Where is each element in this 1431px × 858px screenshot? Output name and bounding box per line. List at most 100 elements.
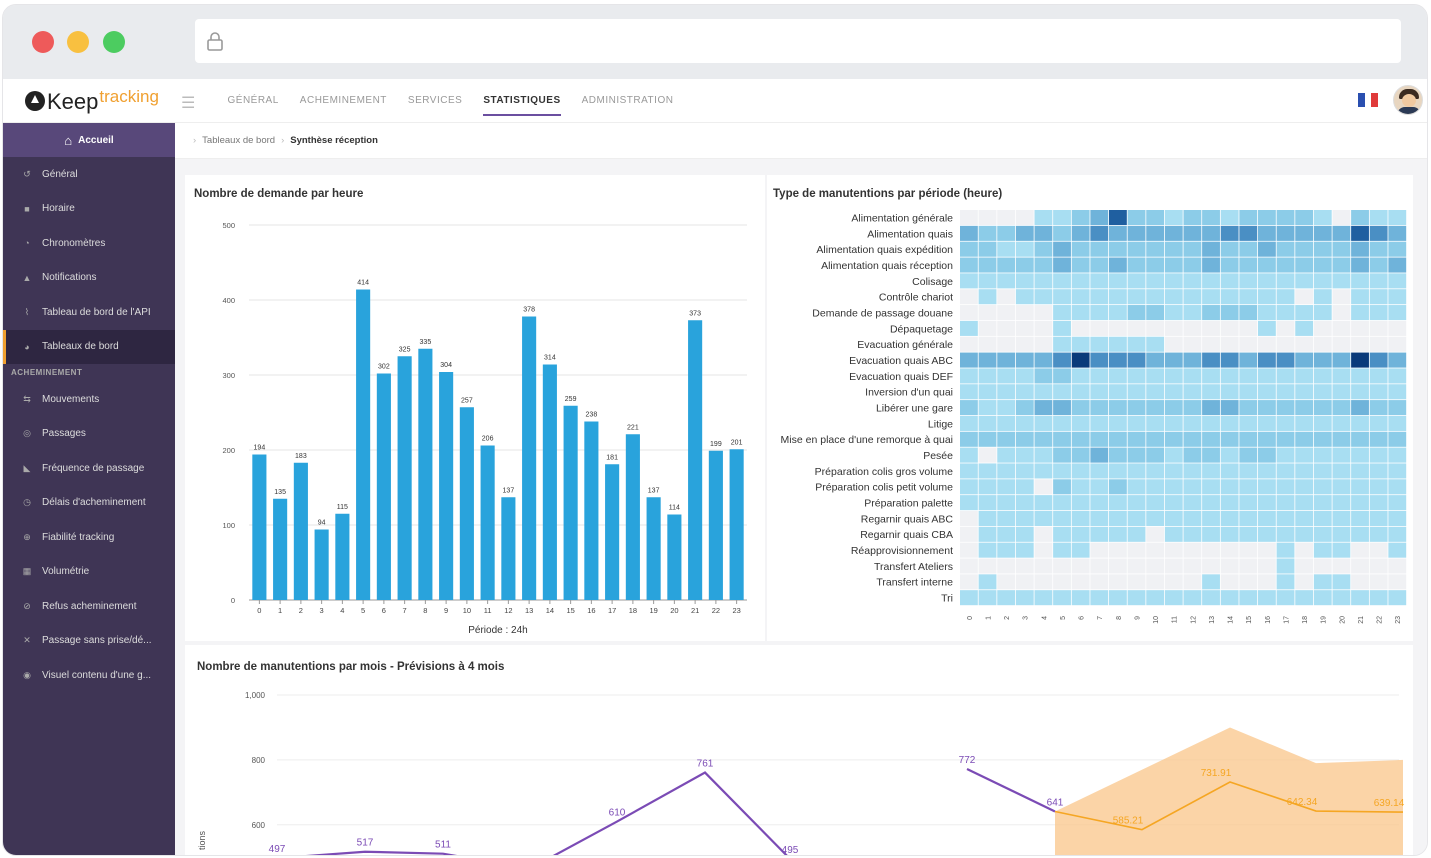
- heatmap-cell[interactable]: [1258, 590, 1276, 606]
- actual-series-line[interactable]: [966, 767, 1056, 813]
- heatmap-cell[interactable]: [1053, 542, 1071, 558]
- heatmap-cell[interactable]: [1332, 542, 1351, 558]
- heatmap-cell[interactable]: [1369, 574, 1388, 590]
- bar[interactable]: [273, 498, 288, 600]
- heatmap-cell[interactable]: [1053, 368, 1071, 384]
- heatmap-cell[interactable]: [1239, 368, 1258, 384]
- heatmap-cell[interactable]: [1109, 289, 1127, 305]
- bar[interactable]: [501, 497, 516, 600]
- heatmap-cell[interactable]: [1332, 447, 1351, 463]
- heatmap-cell[interactable]: [1127, 305, 1146, 321]
- heatmap-cell[interactable]: [960, 463, 978, 479]
- heatmap-cell[interactable]: [1239, 320, 1258, 336]
- heatmap-cell[interactable]: [1276, 241, 1295, 257]
- heatmap-cell[interactable]: [1146, 510, 1165, 526]
- heatmap-cell[interactable]: [1202, 368, 1220, 384]
- heatmap-cell[interactable]: [1109, 526, 1127, 542]
- heatmap-cell[interactable]: [1053, 510, 1071, 526]
- tab-acheminement[interactable]: ACHEMINEMENT: [299, 95, 387, 106]
- heatmap-cell[interactable]: [960, 510, 978, 526]
- heatmap-cell[interactable]: [1351, 210, 1369, 226]
- heatmap-cell[interactable]: [1127, 415, 1146, 431]
- heatmap-cell[interactable]: [1071, 479, 1090, 495]
- heatmap-cell[interactable]: [1332, 415, 1351, 431]
- heatmap-cell[interactable]: [1369, 305, 1388, 321]
- heatmap-cell[interactable]: [1183, 479, 1202, 495]
- heatmap-cell[interactable]: [1258, 289, 1276, 305]
- bar[interactable]: [439, 372, 454, 600]
- heatmap-cell[interactable]: [1276, 368, 1295, 384]
- heatmap-cell[interactable]: [1053, 257, 1071, 273]
- heatmap-cell[interactable]: [978, 305, 997, 321]
- heatmap-cell[interactable]: [1295, 273, 1314, 289]
- heatmap-cell[interactable]: [1388, 273, 1407, 289]
- heatmap-cell[interactable]: [1202, 336, 1220, 352]
- heatmap-cell[interactable]: [1258, 257, 1276, 273]
- heatmap-cell[interactable]: [1183, 384, 1202, 400]
- heatmap-cell[interactable]: [960, 210, 978, 226]
- heatmap-cell[interactable]: [1034, 352, 1053, 368]
- heatmap-cell[interactable]: [1313, 225, 1332, 241]
- heatmap-cell[interactable]: [1369, 384, 1388, 400]
- bar[interactable]: [729, 449, 744, 600]
- sidebar-item-volumetrie[interactable]: ▦ Volumétrie: [3, 555, 175, 590]
- heatmap-cell[interactable]: [1071, 463, 1090, 479]
- heatmap-cell[interactable]: [1090, 305, 1109, 321]
- heatmap-cell[interactable]: [1388, 431, 1407, 447]
- heatmap-cell[interactable]: [1239, 225, 1258, 241]
- bar[interactable]: [293, 462, 308, 600]
- heatmap-cell[interactable]: [1220, 400, 1239, 416]
- heatmap-cell[interactable]: [1332, 495, 1351, 511]
- heatmap-cell[interactable]: [1053, 590, 1071, 606]
- heatmap-cell[interactable]: [1034, 542, 1053, 558]
- heatmap-cell[interactable]: [1202, 463, 1220, 479]
- heatmap-cell[interactable]: [1295, 400, 1314, 416]
- heatmap-cell[interactable]: [1220, 289, 1239, 305]
- heatmap-cell[interactable]: [1388, 590, 1407, 606]
- heatmap-cell[interactable]: [1295, 479, 1314, 495]
- heatmap-cell[interactable]: [1127, 447, 1146, 463]
- heatmap-cell[interactable]: [1369, 320, 1388, 336]
- heatmap-cell[interactable]: [1258, 368, 1276, 384]
- heatmap-cell[interactable]: [1388, 447, 1407, 463]
- sidebar-item-general[interactable]: ↺ Général: [3, 157, 175, 192]
- heatmap-cell[interactable]: [1183, 574, 1202, 590]
- heatmap-cell[interactable]: [1351, 305, 1369, 321]
- heatmap-cell[interactable]: [1351, 320, 1369, 336]
- heatmap-cell[interactable]: [1090, 526, 1109, 542]
- heatmap-cell[interactable]: [1313, 400, 1332, 416]
- heatmap-cell[interactable]: [1015, 352, 1034, 368]
- heatmap-cell[interactable]: [1164, 447, 1183, 463]
- heatmap-cell[interactable]: [1127, 400, 1146, 416]
- bar[interactable]: [584, 421, 599, 601]
- heatmap-cell[interactable]: [1109, 510, 1127, 526]
- heatmap-cell[interactable]: [997, 510, 1016, 526]
- sidebar-item-passage-sans-prise[interactable]: ✕ Passage sans prise/dé...: [3, 624, 175, 659]
- heatmap-cell[interactable]: [1220, 479, 1239, 495]
- heatmap-cell[interactable]: [1239, 336, 1258, 352]
- heatmap-cell[interactable]: [1053, 479, 1071, 495]
- heatmap-cell[interactable]: [1332, 558, 1351, 574]
- heatmap-cell[interactable]: [1220, 352, 1239, 368]
- bar[interactable]: [356, 289, 371, 601]
- heatmap-cell[interactable]: [1276, 479, 1295, 495]
- heatmap-cell[interactable]: [1369, 463, 1388, 479]
- heatmap-cell[interactable]: [1164, 574, 1183, 590]
- heatmap-cell[interactable]: [1164, 257, 1183, 273]
- heatmap-cell[interactable]: [1332, 320, 1351, 336]
- heatmap-cell[interactable]: [1295, 495, 1314, 511]
- sidebar-item-refus[interactable]: ⊘ Refus acheminement: [3, 589, 175, 624]
- heatmap-cell[interactable]: [1034, 431, 1053, 447]
- heatmap-cell[interactable]: [1220, 241, 1239, 257]
- heatmap-cell[interactable]: [1369, 526, 1388, 542]
- heatmap-cell[interactable]: [1146, 479, 1165, 495]
- heatmap-cell[interactable]: [1351, 510, 1369, 526]
- sidebar-item-visuel-contenu[interactable]: ◉ Visuel contenu d'une g...: [3, 658, 175, 693]
- heatmap-cell[interactable]: [1202, 241, 1220, 257]
- heatmap-cell[interactable]: [1015, 273, 1034, 289]
- heatmap-cell[interactable]: [1015, 257, 1034, 273]
- heatmap-cell[interactable]: [1109, 384, 1127, 400]
- french-flag-icon[interactable]: [1358, 93, 1379, 107]
- heatmap-cell[interactable]: [1127, 320, 1146, 336]
- bar[interactable]: [542, 364, 557, 601]
